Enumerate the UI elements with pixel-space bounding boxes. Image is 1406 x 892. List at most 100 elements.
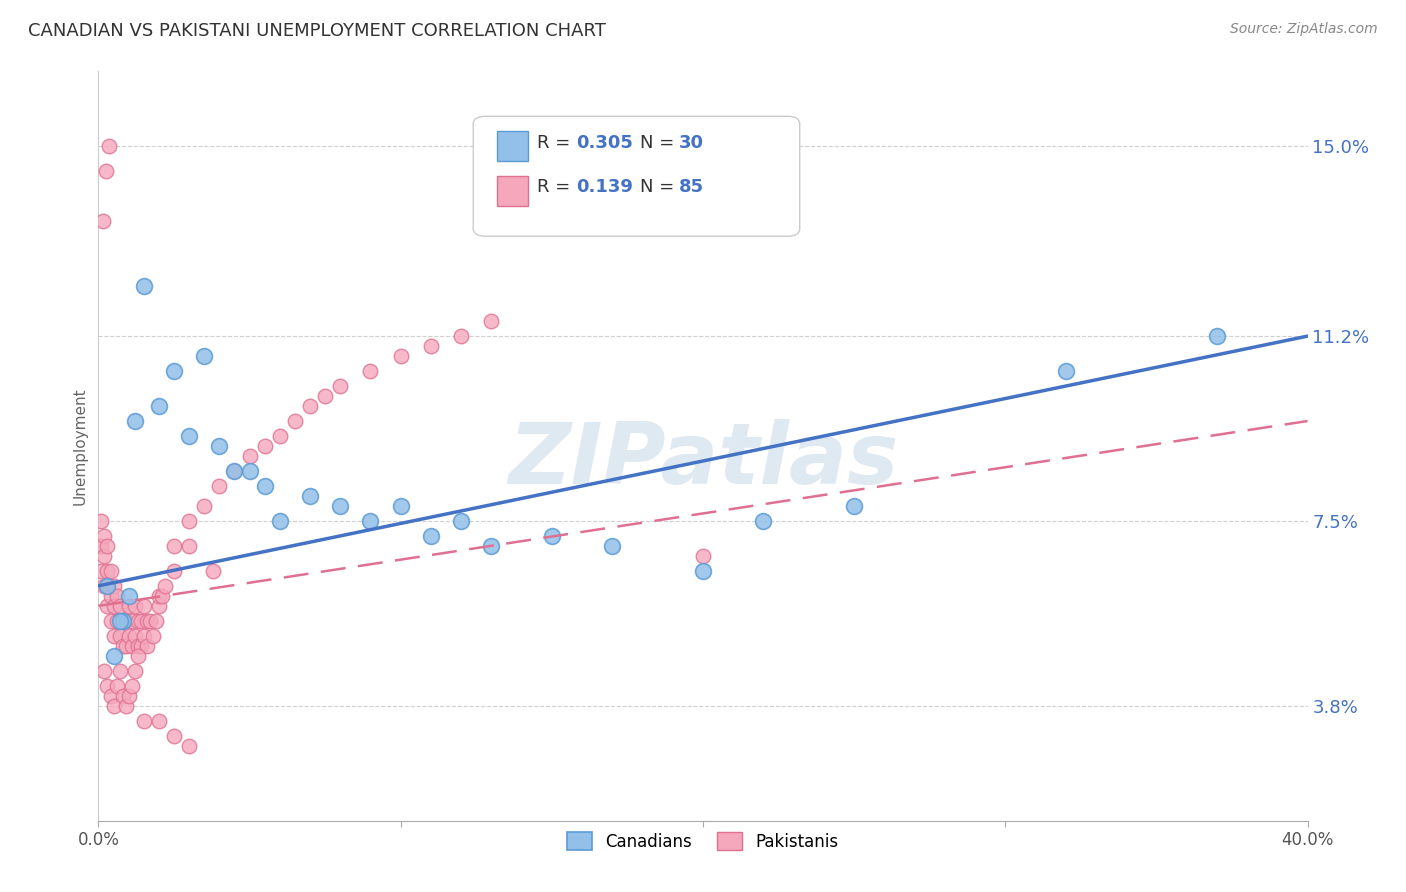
- Point: [148, 399, 170, 413]
- Point: [118, 589, 141, 603]
- Point: [108, 629, 131, 643]
- Text: 0.305: 0.305: [576, 134, 633, 152]
- Point: [100, 614, 122, 628]
- Point: [124, 629, 146, 643]
- Point: [105, 679, 128, 693]
- Point: [121, 614, 143, 628]
- Point: [93, 549, 115, 563]
- Point: [1054, 364, 1077, 378]
- Point: [111, 614, 134, 628]
- Point: [103, 648, 125, 663]
- Point: [329, 379, 352, 393]
- Point: [103, 698, 125, 713]
- Point: [360, 514, 382, 528]
- Point: [90, 564, 112, 578]
- Point: [103, 599, 125, 613]
- Point: [540, 529, 562, 543]
- Point: [118, 689, 141, 703]
- Point: [163, 729, 186, 743]
- Point: [239, 449, 262, 463]
- Point: [98, 139, 121, 153]
- Point: [132, 714, 155, 728]
- Point: [163, 539, 186, 553]
- Point: [114, 614, 136, 628]
- Point: [692, 549, 714, 563]
- Point: [135, 614, 157, 628]
- Point: [121, 639, 143, 653]
- Point: [314, 389, 336, 403]
- Point: [96, 539, 118, 553]
- Point: [1206, 329, 1229, 343]
- Point: [132, 279, 155, 293]
- Text: Source: ZipAtlas.com: Source: ZipAtlas.com: [1230, 22, 1378, 37]
- Point: [124, 414, 146, 428]
- Point: [103, 579, 125, 593]
- Text: N =: N =: [640, 178, 681, 196]
- Point: [139, 614, 162, 628]
- Point: [752, 514, 775, 528]
- Bar: [498, 177, 527, 206]
- Point: [94, 164, 117, 178]
- Point: [269, 429, 291, 443]
- Point: [100, 589, 122, 603]
- Point: [127, 648, 149, 663]
- Point: [90, 539, 112, 553]
- Point: [481, 539, 503, 553]
- Text: CANADIAN VS PAKISTANI UNEMPLOYMENT CORRELATION CHART: CANADIAN VS PAKISTANI UNEMPLOYMENT CORRE…: [28, 22, 606, 40]
- Point: [129, 614, 152, 628]
- Point: [208, 479, 231, 493]
- Point: [111, 639, 134, 653]
- Point: [135, 639, 157, 653]
- Point: [148, 599, 170, 613]
- Bar: [498, 131, 527, 161]
- Point: [692, 564, 714, 578]
- Point: [93, 664, 115, 678]
- Point: [150, 589, 173, 603]
- Point: [224, 464, 246, 478]
- Point: [114, 639, 136, 653]
- Point: [153, 579, 176, 593]
- Point: [148, 714, 170, 728]
- Point: [105, 614, 128, 628]
- Point: [124, 599, 146, 613]
- Point: [105, 589, 128, 603]
- Point: [481, 314, 503, 328]
- Point: [118, 629, 141, 643]
- Point: [450, 514, 472, 528]
- Text: ZIPatlas: ZIPatlas: [508, 419, 898, 502]
- Point: [253, 479, 276, 493]
- Point: [103, 629, 125, 643]
- Point: [93, 529, 115, 543]
- Text: 0.139: 0.139: [576, 178, 633, 196]
- Point: [420, 529, 443, 543]
- Point: [96, 579, 118, 593]
- Point: [129, 639, 152, 653]
- Point: [118, 599, 141, 613]
- Point: [208, 439, 231, 453]
- Point: [127, 639, 149, 653]
- Point: [145, 614, 167, 628]
- Point: [121, 679, 143, 693]
- Point: [111, 614, 134, 628]
- Point: [239, 464, 262, 478]
- Y-axis label: Unemployment: Unemployment: [72, 387, 87, 505]
- Point: [111, 689, 134, 703]
- Point: [142, 629, 165, 643]
- Point: [132, 629, 155, 643]
- Text: R =: R =: [537, 178, 576, 196]
- Point: [96, 679, 118, 693]
- Point: [148, 589, 170, 603]
- Point: [124, 664, 146, 678]
- Point: [93, 579, 115, 593]
- Point: [96, 579, 118, 593]
- Text: 85: 85: [679, 178, 704, 196]
- Point: [132, 599, 155, 613]
- Point: [253, 439, 276, 453]
- Point: [96, 564, 118, 578]
- Point: [224, 464, 246, 478]
- Point: [179, 739, 201, 753]
- Point: [329, 499, 352, 513]
- Point: [299, 489, 322, 503]
- Point: [108, 599, 131, 613]
- Point: [420, 339, 443, 353]
